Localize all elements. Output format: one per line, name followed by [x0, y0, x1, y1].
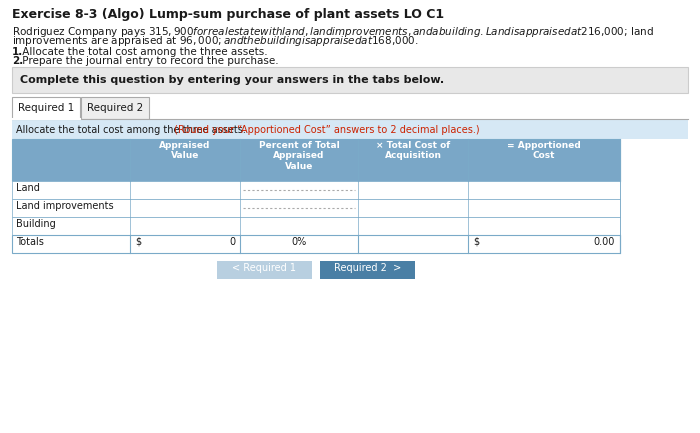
Text: Percent of Total
Appraised
Value: Percent of Total Appraised Value	[258, 141, 340, 171]
Text: Required 2  >: Required 2 >	[334, 263, 401, 273]
Bar	[12, 139, 620, 181]
Text: Required 2: Required 2	[87, 103, 143, 113]
Text: (Round your “Apportioned Cost” answers to 2 decimal places.): (Round your “Apportioned Cost” answers t…	[171, 125, 480, 135]
Text: Required 1: Required 1	[18, 103, 74, 113]
Text: Totals: Totals	[16, 237, 44, 247]
Text: Complete this question by entering your answers in the tabs below.: Complete this question by entering your …	[20, 75, 444, 85]
Bar	[12, 235, 620, 253]
Text: 2.: 2.	[12, 56, 23, 66]
Bar	[320, 261, 415, 279]
Text: 0: 0	[229, 237, 235, 247]
Text: Prepare the journal entry to record the purchase.: Prepare the journal entry to record the …	[19, 56, 279, 66]
Bar	[12, 217, 620, 235]
Text: improvements are appraised at $96,000; and the building is appraised at $168,000: improvements are appraised at $96,000; a…	[12, 34, 419, 48]
Text: 0%: 0%	[291, 237, 307, 247]
Bar	[12, 67, 688, 93]
Text: $: $	[135, 237, 141, 247]
Text: $: $	[473, 237, 479, 247]
Bar	[81, 97, 149, 119]
Text: 1.: 1.	[12, 47, 23, 57]
Text: Allocate the total cost among the three assets.: Allocate the total cost among the three …	[16, 125, 246, 135]
Bar	[12, 199, 620, 217]
Text: = Apportioned
Cost: = Apportioned Cost	[507, 141, 581, 160]
Text: Land improvements: Land improvements	[16, 201, 113, 211]
Bar	[12, 97, 80, 119]
Text: × Total Cost of
Acquisition: × Total Cost of Acquisition	[376, 141, 450, 160]
Text: Allocate the total cost among the three assets.: Allocate the total cost among the three …	[19, 47, 267, 57]
Text: 0.00: 0.00	[594, 237, 615, 247]
Text: Rodriguez Company pays $315,900 for real estate with land, land improvements, an: Rodriguez Company pays $315,900 for real…	[12, 25, 654, 39]
Text: < Required 1: < Required 1	[232, 263, 297, 273]
Bar	[12, 119, 688, 139]
Text: Building: Building	[16, 219, 56, 229]
Text: Exercise 8-3 (Algo) Lump-sum purchase of plant assets LO C1: Exercise 8-3 (Algo) Lump-sum purchase of…	[12, 8, 444, 21]
Text: Land: Land	[16, 183, 40, 193]
Bar	[12, 181, 620, 199]
Text: Appraised
Value: Appraised Value	[160, 141, 211, 160]
Bar	[217, 261, 312, 279]
